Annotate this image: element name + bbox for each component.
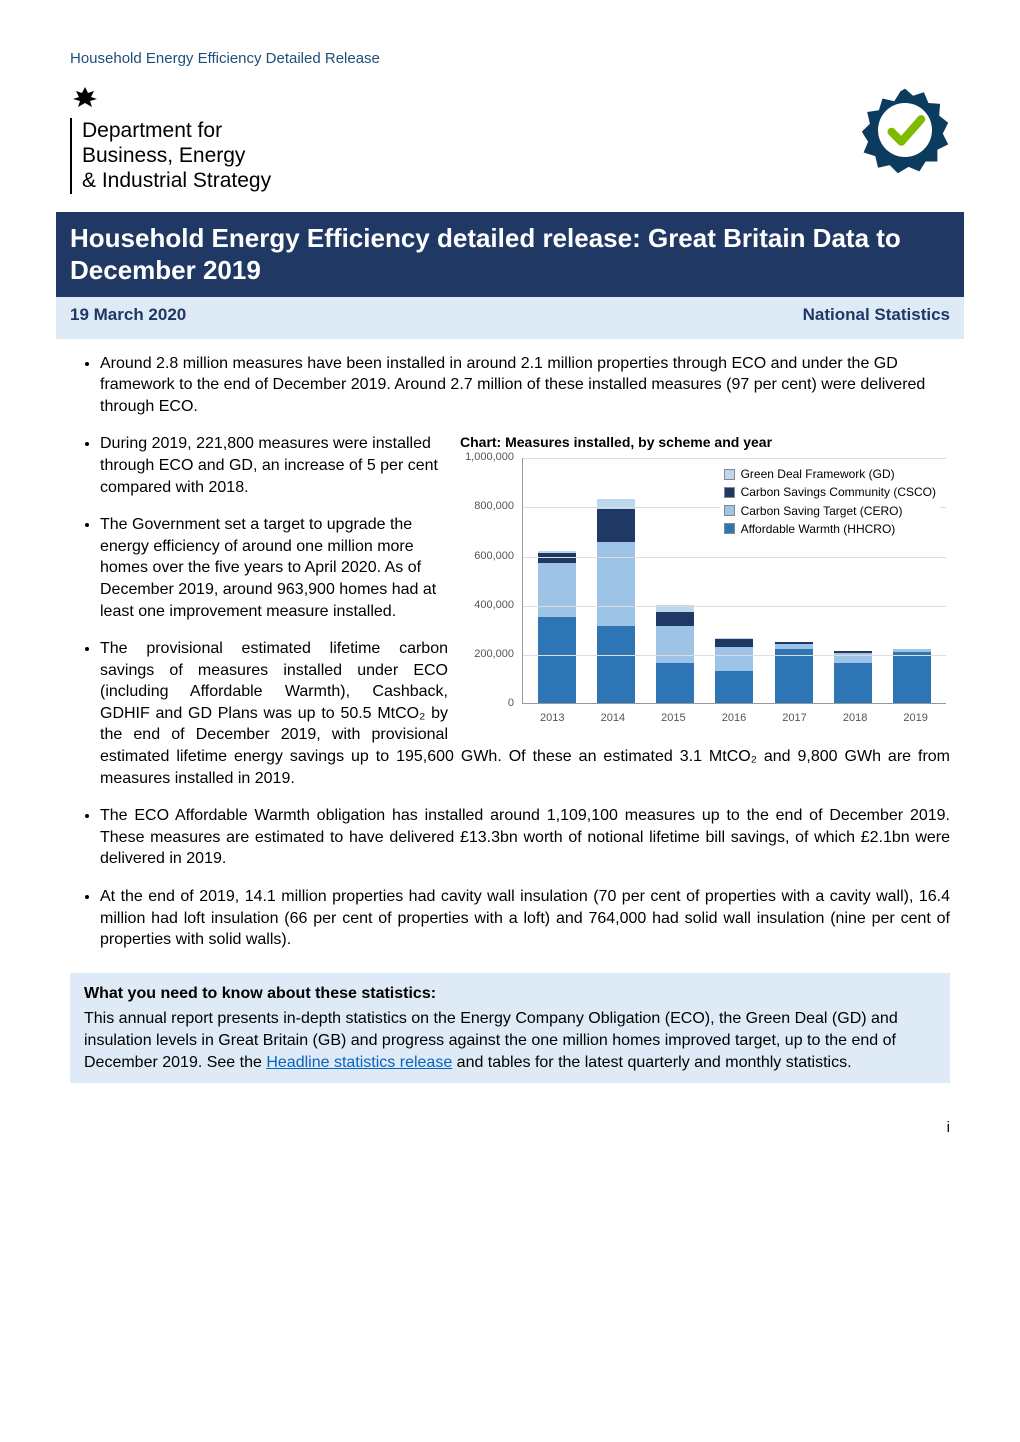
chart-gridline bbox=[523, 606, 946, 607]
chart-x-tick-label: 2016 bbox=[715, 711, 753, 726]
chart-bar-segment bbox=[656, 626, 694, 663]
chart-legend-swatch-icon bbox=[724, 505, 735, 516]
sub-banner: 19 March 2020 National Statistics bbox=[56, 297, 964, 339]
chart-bar-column bbox=[893, 649, 931, 704]
dept-line-3: & Industrial Strategy bbox=[82, 168, 271, 193]
chart-y-tick-label: 800,000 bbox=[474, 499, 514, 514]
chart-bar-column bbox=[538, 551, 576, 703]
bullet-text: During 2019, 221,800 measures were insta… bbox=[100, 435, 438, 495]
chart-legend-swatch-icon bbox=[724, 469, 735, 480]
bullet-item: Chart: Measures installed, by scheme and… bbox=[100, 433, 950, 498]
release-designation: National Statistics bbox=[803, 305, 950, 325]
chart-bar-segment bbox=[538, 617, 576, 703]
chart-gridline bbox=[523, 655, 946, 656]
chart-x-tick-label: 2015 bbox=[654, 711, 692, 726]
chart-legend-label: Carbon Saving Target (CERO) bbox=[741, 503, 903, 519]
bullet-item: The ECO Affordable Warmth obligation has… bbox=[100, 805, 950, 870]
chart-bar-segment bbox=[538, 563, 576, 617]
chart-bar-column bbox=[715, 638, 753, 703]
chart-x-tick-label: 2014 bbox=[594, 711, 632, 726]
headline-statistics-link[interactable]: Headline statistics release bbox=[266, 1054, 452, 1071]
chart-legend-item: Green Deal Framework (GD) bbox=[724, 466, 936, 482]
chart-x-tick-label: 2013 bbox=[533, 711, 571, 726]
chart-bar-segment bbox=[656, 663, 694, 704]
bullet-item: At the end of 2019, 14.1 million propert… bbox=[100, 886, 950, 951]
chart-title: Chart: Measures installed, by scheme and… bbox=[460, 433, 950, 452]
chart-bar-segment bbox=[597, 509, 635, 542]
chart-legend-swatch-icon bbox=[724, 487, 735, 498]
chart-legend-label: Carbon Savings Community (CSCO) bbox=[741, 484, 936, 500]
page-title: Household Energy Efficiency detailed rel… bbox=[70, 222, 950, 287]
chart-container: Chart: Measures installed, by scheme and… bbox=[460, 433, 950, 726]
chart-y-axis: 0200,000400,000600,000800,0001,000,000 bbox=[460, 456, 520, 706]
chart-legend-label: Green Deal Framework (GD) bbox=[741, 466, 895, 482]
logo-row: Department for Business, Energy & Indust… bbox=[70, 85, 950, 194]
chart-bar-segment bbox=[893, 652, 931, 704]
info-box-title: What you need to know about these statis… bbox=[84, 983, 936, 1005]
chart-x-tick-label: 2019 bbox=[897, 711, 935, 726]
info-box-body: This annual report presents in-depth sta… bbox=[84, 1008, 936, 1073]
chart-legend-item: Carbon Saving Target (CERO) bbox=[724, 503, 936, 519]
chart-x-tick-label: 2017 bbox=[776, 711, 814, 726]
chart-bar-segment bbox=[597, 542, 635, 626]
dept-line-1: Department for bbox=[82, 118, 271, 143]
chart-bar-segment bbox=[834, 663, 872, 704]
chart-bar-segment bbox=[538, 553, 576, 563]
chart-gridline bbox=[523, 458, 946, 459]
chart-x-tick-label: 2018 bbox=[836, 711, 874, 726]
chart-bar-segment bbox=[715, 639, 753, 646]
header-link[interactable]: Household Energy Efficiency Detailed Rel… bbox=[70, 50, 950, 67]
chart-gridline bbox=[523, 557, 946, 558]
chart-legend-item: Carbon Savings Community (CSCO) bbox=[724, 484, 936, 500]
bullet-item: Around 2.8 million measures have been in… bbox=[100, 353, 950, 418]
bullet-text-lead: The provisional estimated bbox=[100, 640, 311, 657]
chart-bar-column bbox=[597, 499, 635, 703]
measures-chart: 0200,000400,000600,000800,0001,000,000 2… bbox=[460, 456, 950, 726]
national-statistics-badge-icon bbox=[860, 85, 950, 175]
chart-bar-segment bbox=[715, 671, 753, 703]
chart-bar-segment bbox=[597, 626, 635, 703]
chart-bar-segment bbox=[715, 647, 753, 672]
chart-bar-segment bbox=[775, 649, 813, 703]
chart-legend-swatch-icon bbox=[724, 523, 735, 534]
info-box: What you need to know about these statis… bbox=[70, 973, 950, 1083]
bullet-list: Around 2.8 million measures have been in… bbox=[70, 353, 950, 951]
chart-legend-label: Affordable Warmth (HHCRO) bbox=[741, 521, 896, 537]
release-date: 19 March 2020 bbox=[70, 305, 186, 325]
department-name: Department for Business, Energy & Indust… bbox=[70, 118, 271, 194]
chart-legend-item: Affordable Warmth (HHCRO) bbox=[724, 521, 936, 537]
chart-legend: Green Deal Framework (GD) Carbon Savings … bbox=[720, 462, 940, 543]
chart-y-tick-label: 0 bbox=[508, 696, 514, 711]
chart-y-tick-label: 1,000,000 bbox=[465, 450, 514, 465]
chart-y-tick-label: 400,000 bbox=[474, 598, 514, 613]
chart-bar-column bbox=[834, 651, 872, 703]
chart-bar-column bbox=[775, 642, 813, 703]
department-logo: Department for Business, Energy & Indust… bbox=[70, 85, 271, 194]
chart-bar-segment bbox=[656, 612, 694, 626]
crown-icon bbox=[70, 85, 100, 114]
dept-line-2: Business, Energy bbox=[82, 143, 271, 168]
chart-y-tick-label: 200,000 bbox=[474, 647, 514, 662]
page-number: i bbox=[70, 1119, 950, 1136]
title-banner: Household Energy Efficiency detailed rel… bbox=[56, 212, 964, 297]
info-box-text-post: and tables for the latest quarterly and … bbox=[452, 1054, 851, 1071]
chart-x-axis: 2013 2014 2015 2016 2017 2018 2019 bbox=[522, 711, 946, 726]
chart-y-tick-label: 600,000 bbox=[474, 549, 514, 564]
